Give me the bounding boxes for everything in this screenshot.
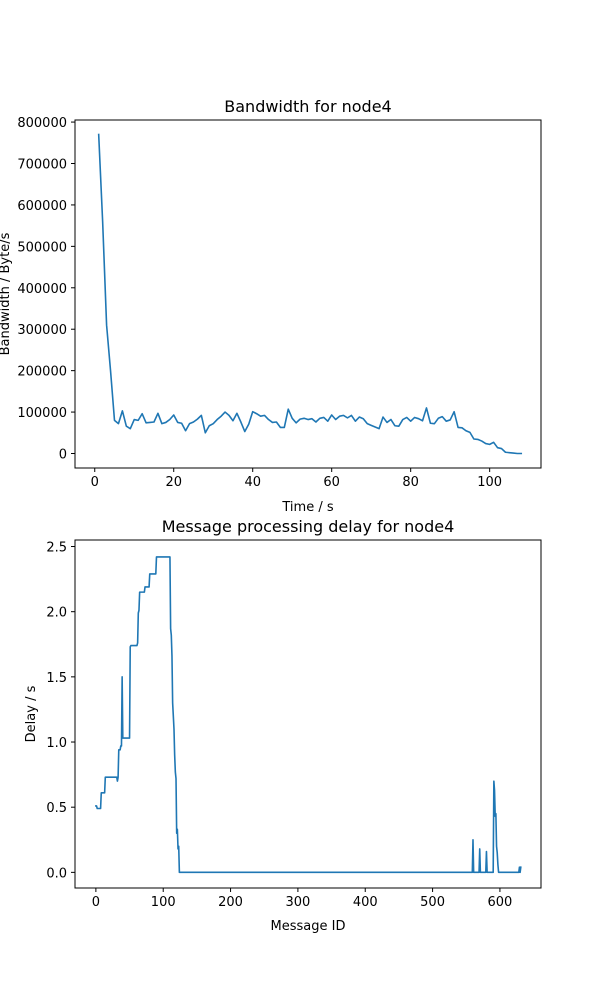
- y-tick-label: 100000: [17, 406, 67, 421]
- x-tick-label: 20: [165, 475, 182, 490]
- y-tick-label: 0.5: [46, 801, 67, 816]
- y-tick-label: 0.0: [46, 866, 67, 881]
- x-axis-label: Time / s: [281, 500, 333, 515]
- y-tick-label: 300000: [17, 323, 67, 338]
- series-line: [97, 133, 523, 455]
- y-tick-label: 500000: [17, 240, 67, 255]
- plot-frame: [74, 119, 542, 469]
- x-tick-label: 100: [151, 895, 176, 910]
- x-tick-label: 0: [91, 475, 99, 490]
- x-tick-label: 600: [488, 895, 513, 910]
- y-tick-label: 0: [59, 448, 67, 463]
- x-tick-label: 40: [244, 475, 261, 490]
- x-tick-label: 80: [402, 475, 419, 490]
- y-axis-label: Delay / s: [24, 685, 39, 742]
- y-axis-label: Bandwidth / Byte/s: [0, 232, 13, 355]
- x-axis-label: Message ID: [271, 919, 346, 934]
- plot-frame: [74, 539, 542, 889]
- x-tick-label: 0: [92, 895, 100, 910]
- y-tick-label: 700000: [17, 158, 67, 173]
- y-tick-label: 2.5: [46, 541, 67, 556]
- y-tick-label: 2.0: [46, 606, 67, 621]
- y-tick-label: 1.5: [46, 671, 67, 686]
- delay-chart: Message processing delay for node4 Messa…: [24, 517, 542, 934]
- y-tick-label: 600000: [17, 199, 67, 214]
- y-tick-label: 800000: [17, 116, 67, 131]
- y-tick-label: 1.0: [46, 736, 67, 751]
- series-line: [95, 556, 522, 874]
- x-tick-label: 500: [420, 895, 445, 910]
- x-tick-label: 300: [285, 895, 310, 910]
- y-tick-label: 400000: [17, 282, 67, 297]
- chart-title: Message processing delay for node4: [162, 517, 455, 536]
- x-tick-label: 400: [353, 895, 378, 910]
- x-tick-label: 200: [218, 895, 243, 910]
- y-tick-label: 200000: [17, 365, 67, 380]
- bandwidth-chart: Bandwidth for node4 Time / s Bandwidth /…: [0, 97, 542, 515]
- x-tick-label: 100: [477, 475, 502, 490]
- x-tick-label: 60: [323, 475, 340, 490]
- chart-title: Bandwidth for node4: [224, 97, 391, 116]
